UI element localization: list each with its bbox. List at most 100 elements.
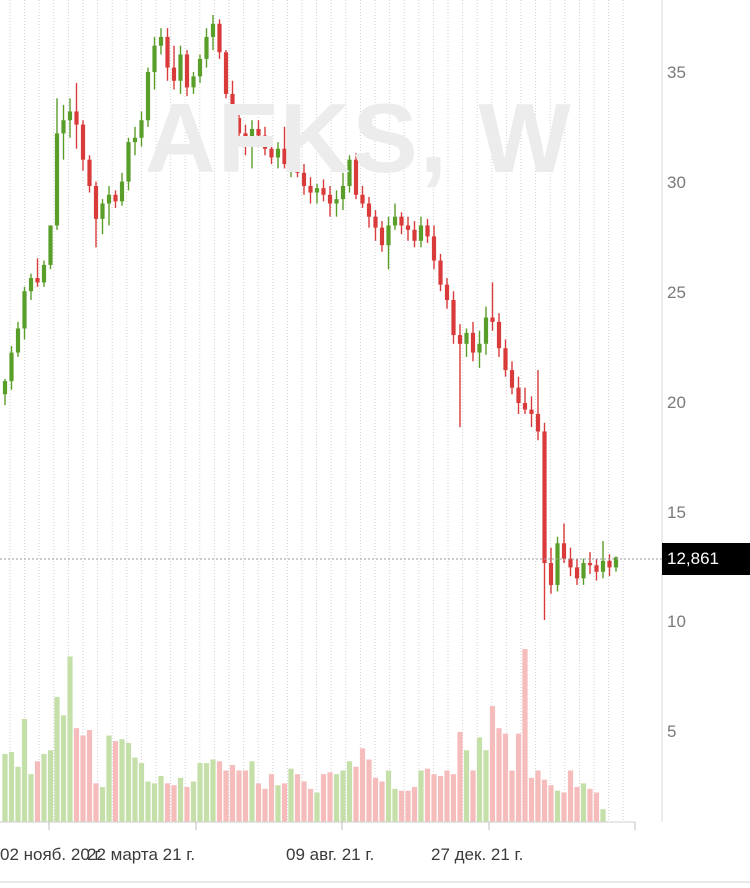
candle-body [477,343,482,353]
volume-bar [457,731,463,822]
volume-bar [379,781,385,822]
x-tick-label: 09 авг. 21 г. [286,845,374,864]
volume-bars [2,649,606,822]
volume-bar [509,770,515,822]
candle-body [444,284,450,300]
volume-bar [210,759,216,822]
volume-bar [203,763,210,822]
candle-body [87,159,92,186]
volume-bar [541,779,548,822]
volume-bar [112,741,119,822]
volume-bar [158,776,164,822]
volume-bar [294,774,301,822]
volume-bar [340,770,346,822]
candle-body [178,54,183,81]
volume-bar [314,792,320,822]
candle-body [275,148,281,158]
current-price-tag: 12,861 [662,543,750,575]
volume-bar [151,783,158,822]
candle-body [587,563,593,566]
volume-bar [307,788,314,822]
candle-body [412,229,417,241]
volume-bar [281,783,288,822]
volume-bar [463,750,470,822]
x-tick-label: 02 нояб. 20 г. [0,845,103,864]
volume-bar [242,770,249,822]
candle-body [353,159,359,195]
volume-bar [444,770,450,822]
volume-bar [528,777,535,822]
volume-bar [67,656,73,822]
volume-bar [372,777,379,822]
candle-body [35,278,40,283]
volume-bar [470,770,476,822]
volume-bar [392,788,398,822]
candle-body [243,133,248,143]
volume-bar [177,777,184,822]
candle-body [61,120,66,134]
candle-body [490,317,495,322]
candle-body [405,225,411,230]
candle-body [509,370,515,388]
volume-bar [34,761,41,822]
volume-bar [138,763,145,822]
candle-body [269,148,274,158]
candle-body [379,227,385,246]
candle-body [522,402,528,410]
volume-bar [496,728,502,822]
candle-body [496,321,502,349]
chart-title-watermark: AFKS, W [145,83,573,193]
volume-bar [236,770,242,822]
candle-body [54,133,60,226]
volume-bar [346,761,353,822]
volume-bar [418,770,424,822]
volume-bar [593,792,600,822]
volume-bar [73,728,80,822]
candle-body [184,54,190,88]
candle-body [555,543,560,585]
volume-bar [522,649,528,822]
candle-body [165,36,170,68]
candle-body [67,111,73,121]
y-tick-label: 25 [667,283,686,302]
volume-bar [424,768,431,822]
candle-body [542,431,547,564]
volume-bar [587,788,593,822]
volume-bar [255,783,262,822]
volume-bar [353,766,359,822]
volume-bar [489,706,496,822]
candle-body [236,118,242,134]
volume-bar [99,787,106,822]
volume-bar [15,766,21,822]
candle-body [230,93,235,119]
volume-bar [359,748,366,822]
candle-body [516,387,521,403]
candle-body [100,203,105,219]
candle-body [529,409,534,414]
candle-body [464,332,469,344]
volume-bar [8,752,15,822]
candle-body [334,199,339,204]
volume-bar [502,733,509,822]
candle-body [561,543,567,559]
volume-bar [249,761,255,822]
volume-bar [132,757,138,822]
candle-body [262,135,268,149]
candle-body [158,36,164,46]
candle-body [2,381,8,395]
candle-body [301,172,307,186]
volume-bar [171,785,177,822]
vertical-grid [9,0,624,822]
volume-bar [398,790,405,822]
volume-bar [574,787,580,822]
volume-bar [431,774,437,822]
candle-body [574,567,580,579]
candle-body [347,159,352,186]
candle-body [282,148,287,165]
candle-body [28,278,34,292]
volume-bar [437,776,444,822]
candle-body [503,348,508,371]
y-tick-label: 10 [667,612,686,631]
volume-bar [54,696,60,822]
volume-bar [476,737,483,822]
